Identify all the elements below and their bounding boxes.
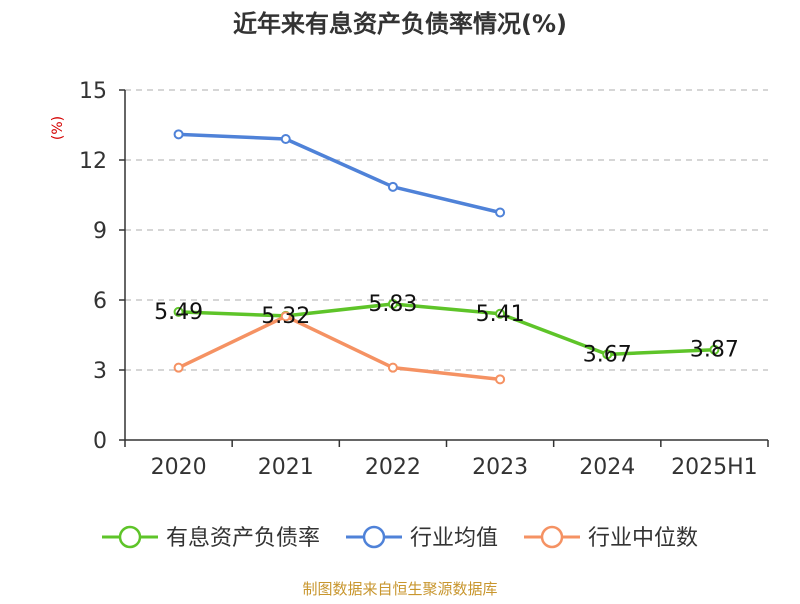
data-point — [495, 308, 506, 319]
legend-marker-icon — [540, 525, 564, 549]
data-label: 5.83 — [368, 292, 417, 317]
data-point — [709, 344, 720, 355]
data-point — [602, 349, 613, 360]
x-tick-label: 2021 — [258, 455, 314, 480]
data-labels: 5.49 5.32 5.83 5.41 3.67 3.87 — [154, 292, 739, 367]
data-point — [387, 362, 398, 373]
x-tick-label: 2023 — [472, 455, 528, 480]
data-point — [173, 129, 184, 140]
legend-label: 有息资产负债率 — [166, 526, 320, 551]
data-point — [495, 374, 506, 385]
source-note: 制图数据来自恒生聚源数据库 — [302, 580, 497, 598]
grid-lines — [125, 89, 768, 371]
data-point — [387, 181, 398, 192]
legend-label: 行业中位数 — [588, 526, 698, 551]
x-tick-label: 2024 — [579, 455, 635, 480]
y-tick-label: 15 — [79, 79, 107, 104]
legend-marker-icon — [118, 525, 142, 549]
legend-label: 行业均值 — [410, 526, 498, 551]
y-tick-label: 3 — [93, 359, 107, 384]
y-tick-label: 0 — [93, 429, 107, 454]
data-label: 5.32 — [261, 304, 310, 329]
legend: 有息资产负债率 行业均值 行业中位数 — [102, 525, 698, 551]
data-label: 3.87 — [690, 338, 739, 363]
data-point — [173, 362, 184, 373]
data-label: 5.49 — [154, 300, 203, 325]
data-point — [280, 311, 291, 322]
legend-marker-icon — [362, 525, 386, 549]
x-tick-label: 2020 — [151, 455, 207, 480]
y-tick-label: 9 — [93, 219, 107, 244]
data-point — [173, 306, 184, 317]
y-axis-label: (%) — [50, 116, 66, 140]
x-tick-label: 2022 — [365, 455, 421, 480]
series-line — [178, 302, 715, 357]
y-tick-label: 12 — [79, 149, 107, 174]
axes: 0 3 6 9 12 15 2020 2021 2022 2023 2024 2025H1 — [79, 79, 769, 480]
data-point — [280, 134, 291, 144]
data-label: 5.41 — [476, 302, 525, 327]
chart-title: 近年来有息资产负债率情况(%) — [233, 10, 567, 38]
data-point — [387, 298, 398, 309]
data-point — [495, 207, 506, 218]
data-label: 3.67 — [583, 342, 632, 367]
series-group — [173, 129, 720, 385]
x-tick-label: 2025H1 — [671, 455, 758, 480]
y-tick-label: 6 — [93, 289, 107, 314]
series-line — [178, 132, 501, 215]
series-line — [177, 314, 501, 382]
